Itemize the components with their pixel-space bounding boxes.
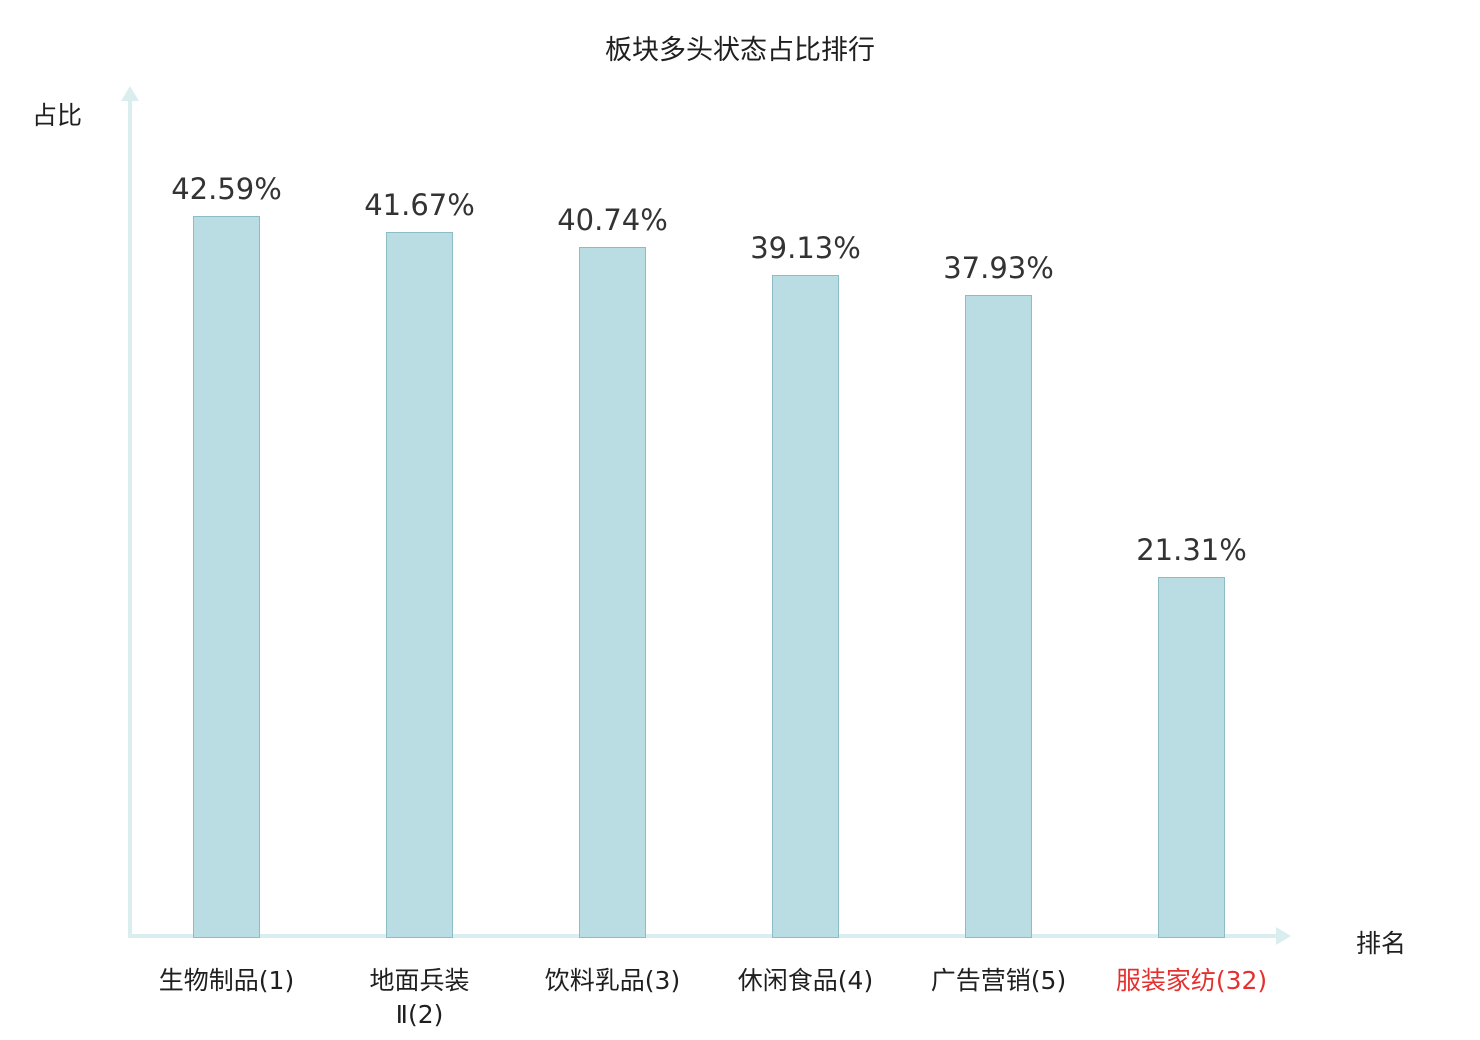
y-axis-label: 占比 — [32, 101, 83, 130]
bar — [772, 275, 839, 938]
x-axis-arrow-icon — [1276, 927, 1291, 945]
chart-title: 板块多头状态占比排行 — [605, 35, 875, 66]
bar-category-label: 服装家纺(32) — [1115, 966, 1268, 995]
bar-value-label: 41.67% — [364, 188, 475, 222]
bar-value-label: 42.59% — [171, 172, 282, 206]
x-axis-label: 排名 — [1356, 929, 1407, 958]
bar-value-label: 37.93% — [943, 251, 1054, 285]
bar-category-label: 生物制品(1) — [158, 966, 295, 995]
bar-value-label: 40.74% — [557, 203, 668, 237]
bar-category-label: 地面兵装 Ⅱ(2) — [369, 966, 470, 1029]
bar-category-label: 广告营销(5) — [930, 966, 1067, 995]
bar — [193, 216, 260, 938]
bar-value-label: 21.31% — [1136, 533, 1247, 567]
y-axis-line — [128, 100, 132, 938]
bar — [965, 295, 1032, 938]
bar-category-label: 饮料乳品(3) — [544, 966, 681, 995]
y-axis-arrow-icon — [121, 86, 139, 101]
bar-value-label: 39.13% — [750, 231, 861, 265]
bar — [386, 232, 453, 938]
bar-category-label: 休闲食品(4) — [737, 966, 874, 995]
x-axis-line — [128, 934, 1278, 938]
bar — [579, 247, 646, 938]
bar — [1158, 577, 1225, 938]
